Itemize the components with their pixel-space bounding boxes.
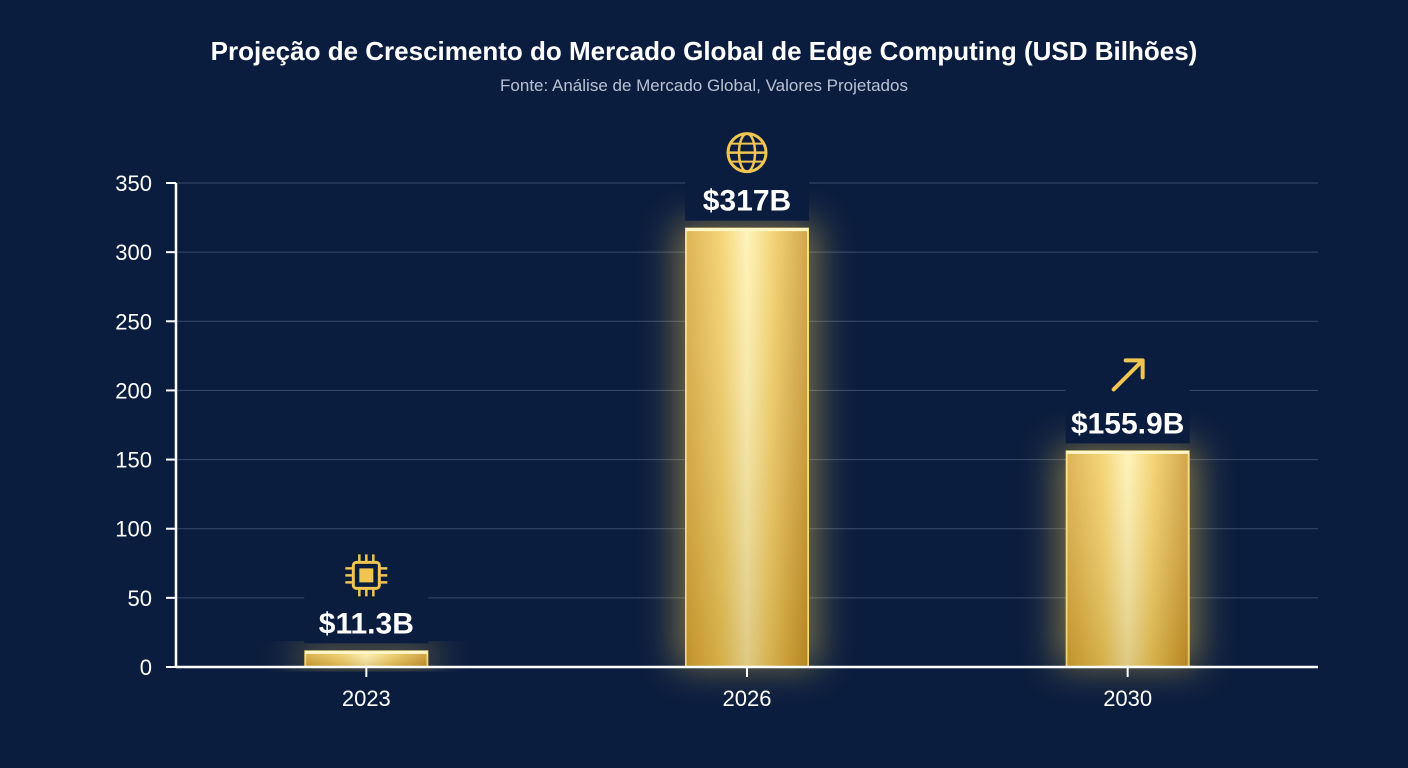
- data-label: $11.3B: [319, 607, 414, 640]
- data-label: $317B: [703, 185, 791, 218]
- y-tick-label: 150: [115, 448, 152, 473]
- bar-shade: [305, 651, 428, 667]
- arrow-up-right-icon: [1111, 358, 1145, 392]
- y-tick-label: 350: [115, 171, 152, 196]
- bars: [295, 222, 1199, 669]
- labels: $11.3B $317B $155.9B: [304, 132, 1190, 644]
- x-tick-label: 2030: [1103, 686, 1152, 711]
- data-label: $155.9B: [1071, 407, 1184, 440]
- x-tick-label: 2026: [723, 686, 772, 711]
- globe-icon: [726, 132, 768, 174]
- y-tick-label: 100: [115, 517, 152, 542]
- y-tick-label: 250: [115, 309, 152, 334]
- chart-title: Projeção de Crescimento do Mercado Globa…: [210, 36, 1198, 66]
- label-backdrop: [685, 136, 809, 221]
- y-tick-label: 0: [140, 655, 152, 680]
- chart-subtitle: Fonte: Análise de Mercado Global, Valore…: [500, 76, 908, 95]
- bar-shade: [686, 228, 808, 668]
- bar-shade: [1066, 451, 1189, 667]
- y-tick-label: 200: [115, 378, 152, 403]
- x-tick-label: 2023: [342, 686, 391, 711]
- y-tick-label: 300: [115, 240, 152, 265]
- y-tick-label: 50: [128, 586, 152, 611]
- chip-icon: [345, 554, 388, 597]
- axes: 0 50 100 150 200 250 300 350 2023 2026 2030: [115, 171, 1318, 711]
